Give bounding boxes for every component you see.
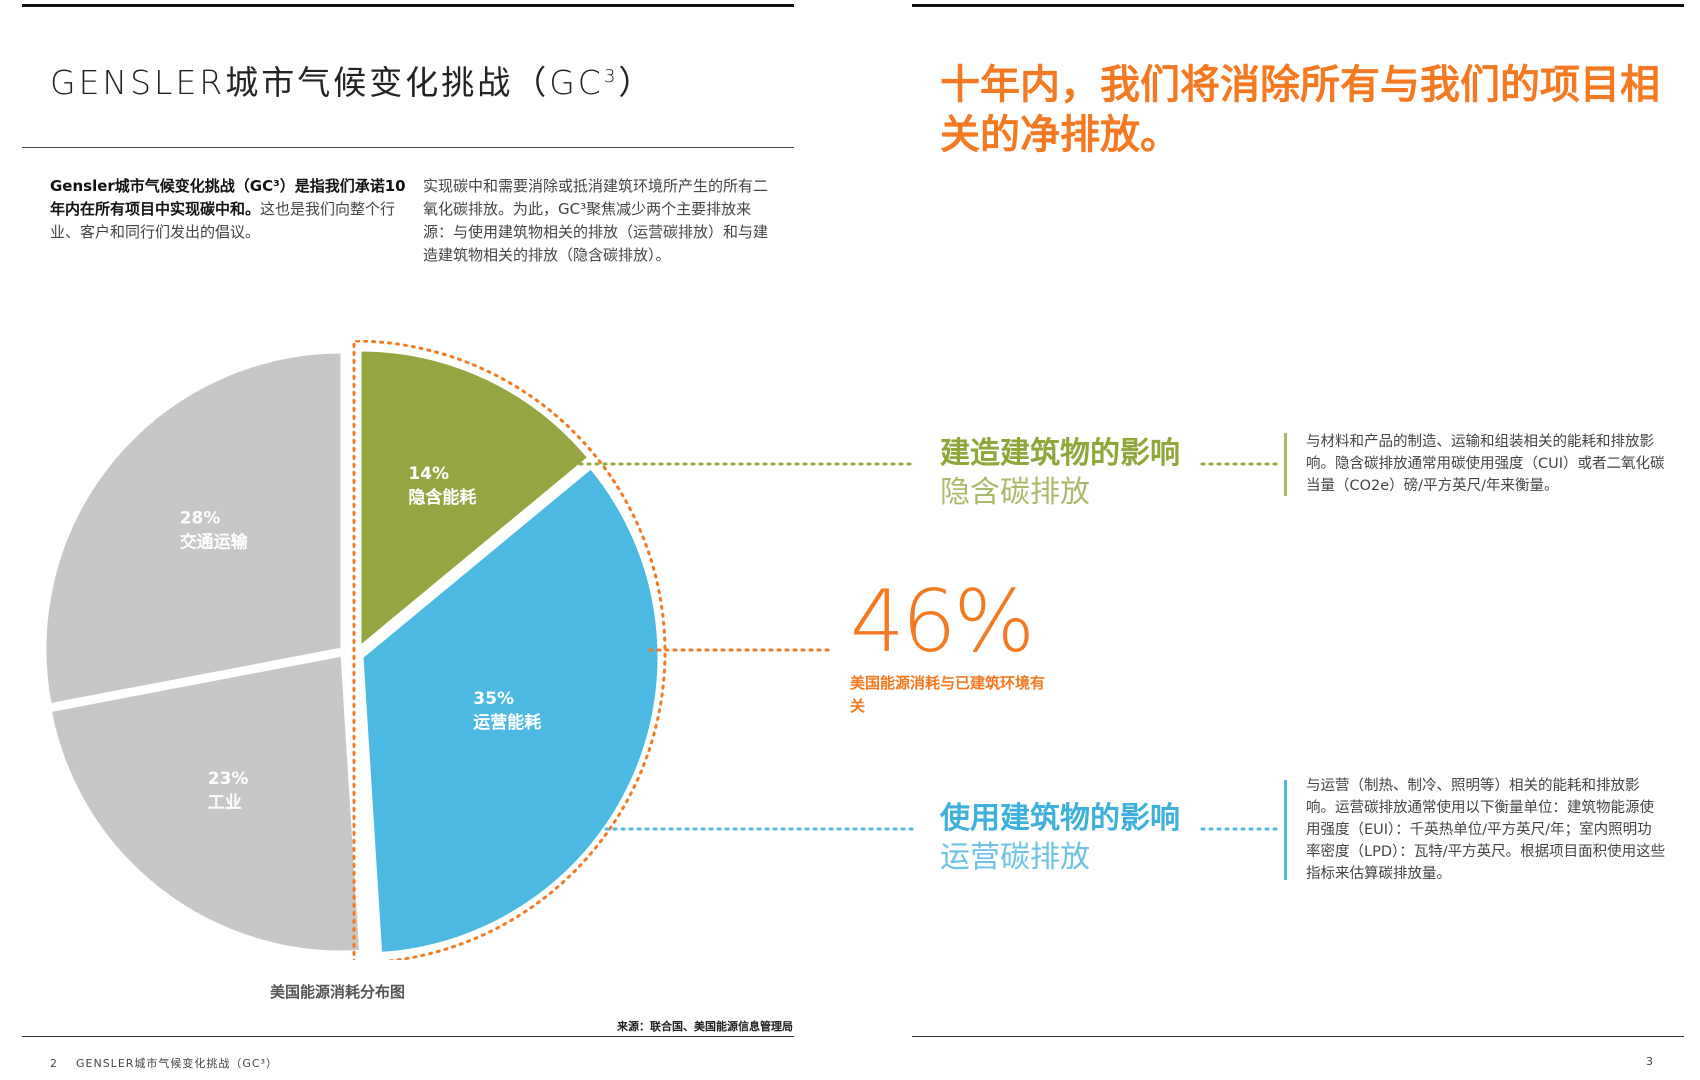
embodied-description: 与材料和产品的制造、运输和组装相关的能耗和排放影响。隐含碳排放通常用碳使用强度（…: [1306, 434, 1665, 494]
pie-pct-label-2: 35%: [473, 689, 514, 709]
big-percentage: 46%: [850, 572, 1035, 672]
pie-pct-label-1: 14%: [408, 464, 449, 484]
pie-category-label-2: 运营能耗: [473, 712, 541, 733]
top-rule-right: [912, 4, 1684, 7]
embodied-subtitle: 隐含碳排放: [940, 475, 1090, 510]
operational-bar: [1284, 780, 1287, 880]
footer-left: 2 GENSLER城市气候变化挑战（GC³）: [50, 1055, 278, 1071]
pie-category-label-4: 交通运输: [180, 531, 249, 552]
pie-pct-label-4: 28%: [180, 508, 221, 528]
big-percentage-label: 美国能源消耗与已建筑环境有关: [850, 674, 1046, 715]
bottom-rule-right: [912, 1036, 1684, 1037]
pie-pct-label-3: 23%: [208, 769, 249, 789]
footer-title: GENSLER城市气候变化挑战（GC³）: [76, 1057, 279, 1070]
headline: 十年内，我们将消除所有与我们的项目相关的净排放。: [940, 62, 1660, 158]
pie-slice-1: [358, 348, 591, 651]
page-number-right: 3: [1646, 1055, 1653, 1068]
operational-title: 使用建筑物的影响: [940, 801, 1180, 836]
intro-paragraph-right: 实现碳中和需要消除或抵消建筑环境所产生的所有二氧化碳排放。为此，GC³聚焦减少两…: [423, 177, 769, 264]
page-number-left: 2: [50, 1057, 58, 1070]
embodied-bar: [1284, 433, 1287, 496]
pie-category-label-3: 工业: [208, 793, 242, 813]
pie-slice-4: [43, 350, 344, 707]
page-title: GENSLER城市气候变化挑战（GC3）: [50, 63, 655, 102]
built-environment-outline: [352, 340, 667, 960]
title-divider: [22, 147, 794, 148]
chart-caption: 美国能源消耗分布图: [270, 983, 406, 1001]
top-rule-left: [22, 4, 794, 7]
embodied-title: 建造建筑物的影响: [940, 436, 1180, 471]
pie-category-label-1: 隐含能耗: [408, 487, 476, 508]
bottom-rule-left: [22, 1036, 794, 1037]
energy-pie-chart: 14% 隐含能耗 35% 运营能耗 23% 工业 28% 交通运输: [43, 340, 1284, 960]
operational-subtitle: 运营碳排放: [940, 840, 1090, 875]
operational-description: 与运营（制热、制冷、照明等）相关的能耗和排放影响。运营碳排放通常使用以下衡量单位…: [1306, 778, 1666, 882]
intro-paragraph-left: Gensler城市气候变化挑战（GC³）是指我们承诺10年内在所有项目中实现碳中…: [50, 177, 406, 241]
pie-slice-2: [360, 465, 661, 956]
chart-source: 来源：联合国、美国能源信息管理局: [617, 1020, 793, 1033]
pie-slice-3: [48, 653, 363, 954]
